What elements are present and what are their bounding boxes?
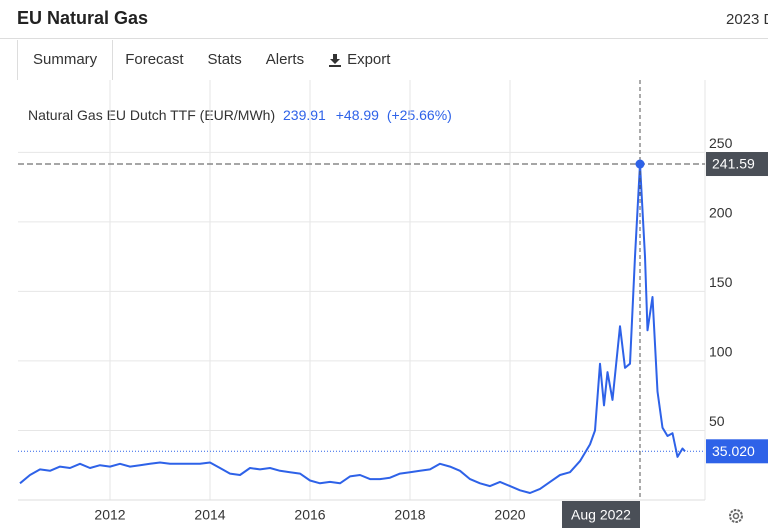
legend-change-pct: (+25.66%) xyxy=(387,107,452,123)
tabs: Summary Forecast Stats Alerts Export xyxy=(17,40,402,80)
tab[interactable]: Forecast xyxy=(125,51,184,68)
y-tick-label: 200 xyxy=(709,205,733,221)
legend-price: 239.91 xyxy=(283,107,326,123)
current-value-label: 35.020 xyxy=(712,443,755,459)
x-tick-label: 2018 xyxy=(394,507,425,523)
tab[interactable]: Stats xyxy=(207,51,242,68)
series-line xyxy=(19,163,686,494)
legend-title: Natural Gas EU Dutch TTF (EUR/MWh) xyxy=(28,107,275,123)
tab[interactable]: Summary xyxy=(17,40,114,80)
y-tick-label: 100 xyxy=(709,344,733,360)
x-tick-label: 2012 xyxy=(94,507,125,523)
date-note: 2023 D xyxy=(726,11,768,28)
tab[interactable]: Export xyxy=(316,40,402,80)
chart: Natural Gas EU Dutch TTF (EUR/MWh) 239.9… xyxy=(18,80,768,528)
page-title: EU Natural Gas xyxy=(17,8,149,28)
export-icon xyxy=(329,54,342,67)
x-tick-label: 2016 xyxy=(294,507,325,523)
hover-value-box xyxy=(706,152,768,177)
hover-date-label: Aug 2022 xyxy=(571,507,631,523)
y-tick-label: 150 xyxy=(709,274,733,290)
hover-value-label: 241.59 xyxy=(712,156,755,172)
y-tick-label: 250 xyxy=(709,135,733,151)
y-tick-label: 50 xyxy=(709,413,725,429)
settings-icon[interactable] xyxy=(729,509,743,523)
current-value-box xyxy=(706,439,768,464)
tab-label: Export xyxy=(347,51,391,68)
hover-date-box xyxy=(562,501,640,528)
tab[interactable]: Alerts xyxy=(265,51,305,68)
plot: 50 100 150 200 250 2012 2014 2016 2018 2020 241.59… xyxy=(18,80,768,528)
hover-point xyxy=(635,159,645,169)
x-tick-label: 2020 xyxy=(494,507,525,523)
header: EU Natural Gas 2023 D xyxy=(0,0,768,39)
legend: Natural Gas EU Dutch TTF (EUR/MWh) 239.9… xyxy=(28,107,452,123)
legend-change: +48.99 xyxy=(336,107,379,123)
x-tick-label: 2014 xyxy=(194,507,225,523)
